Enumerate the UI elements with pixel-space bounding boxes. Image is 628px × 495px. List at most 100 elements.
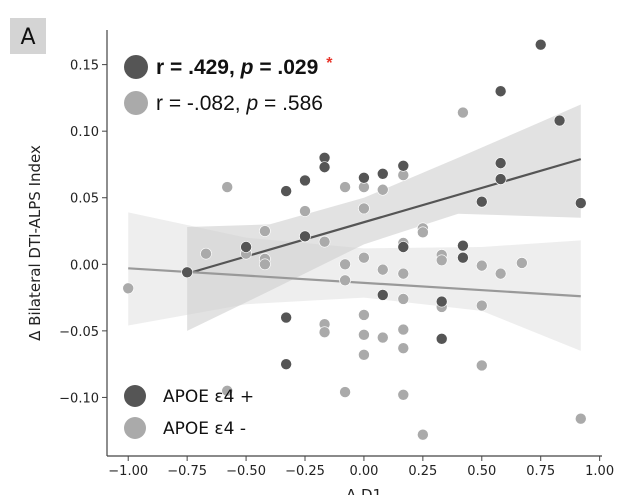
- data-point-apoe-pos: [494, 157, 507, 169]
- x-tick-label: −0.75: [167, 464, 207, 479]
- y-tick-label: 0.10: [70, 125, 99, 140]
- data-point-apoe-neg: [221, 181, 234, 193]
- data-point-apoe-pos: [240, 241, 252, 253]
- x-tick-label: 0.25: [408, 464, 437, 479]
- data-point-apoe-neg: [397, 388, 410, 401]
- data-point-apoe-neg: [376, 263, 389, 276]
- data-point-apoe-neg: [494, 267, 507, 280]
- data-point-apoe-pos: [534, 38, 547, 51]
- legend-label-apoe-pos: APOE ε4 +: [163, 387, 254, 407]
- stat-text-apoe-neg: r = -.082, p = .586: [156, 92, 323, 115]
- data-point-apoe-neg: [397, 267, 410, 280]
- data-point-apoe-neg: [339, 258, 351, 271]
- axes: −1.00 −0.75 −0.50 −0.25 0.00 0.25 0.50 0.75 1.00…: [59, 30, 614, 479]
- data-point-apoe-pos: [280, 185, 292, 197]
- stat-p-text: = .029: [253, 56, 318, 79]
- data-point-apoe-neg: [259, 258, 271, 271]
- data-point-apoe-neg: [339, 274, 351, 287]
- x-axis-label: Δ D1: [346, 486, 382, 495]
- data-point-apoe-pos: [280, 358, 292, 370]
- x-tick-label: 0.50: [467, 464, 496, 479]
- confidence-bands: [128, 104, 581, 351]
- data-point-apoe-neg: [417, 428, 429, 441]
- x-tick-label: −0.25: [285, 464, 325, 479]
- stat-p-label: p: [245, 92, 258, 115]
- regression-line-apoe-pos: [186, 158, 582, 275]
- data-point-apoe-pos: [181, 266, 193, 279]
- stat-text-apoe-pos: r = .429, p = .029 *: [156, 55, 333, 79]
- x-tick-label: −1.00: [108, 464, 148, 479]
- legend-marker-apoe-neg: [124, 417, 146, 439]
- data-point-apoe-neg: [358, 329, 370, 341]
- y-tick-label: 0.15: [70, 59, 99, 74]
- data-point-apoe-neg: [397, 342, 410, 354]
- data-point-apoe-pos: [475, 195, 488, 208]
- data-point-apoe-neg: [339, 386, 351, 398]
- data-point-apoe-neg: [221, 384, 234, 397]
- stat-marker-apoe-neg: [124, 91, 148, 115]
- data-point-apoe-neg: [516, 257, 528, 269]
- x-tick-label: 1.00: [585, 464, 614, 479]
- data-point-apoe-pos: [435, 333, 448, 345]
- regression-line-apoe-neg: [128, 267, 581, 298]
- data-point-apoe-neg: [200, 247, 212, 260]
- x-tick-label: 0.00: [349, 464, 378, 479]
- data-point-apoe-pos: [280, 311, 292, 324]
- data-points: [122, 38, 587, 441]
- data-point-apoe-pos: [553, 114, 566, 127]
- data-point-apoe-pos: [318, 161, 331, 173]
- data-point-apoe-pos: [574, 197, 587, 209]
- data-point-apoe-neg: [574, 412, 587, 425]
- data-point-apoe-neg: [318, 235, 331, 248]
- data-point-apoe-neg: [475, 259, 488, 272]
- panel-label: A: [20, 25, 35, 50]
- stat-r-text: r = .429,: [156, 56, 241, 79]
- y-tick-label: −0.10: [59, 391, 99, 406]
- data-point-apoe-pos: [494, 85, 507, 98]
- data-point-apoe-neg: [475, 299, 488, 312]
- data-point-apoe-neg: [122, 282, 135, 295]
- x-tick-label: 0.75: [526, 464, 555, 479]
- y-tick-label: 0.05: [70, 192, 99, 207]
- data-point-apoe-pos: [299, 174, 311, 187]
- regression-lines: [128, 158, 582, 298]
- data-point-apoe-pos: [494, 173, 507, 185]
- data-point-apoe-pos: [358, 171, 370, 184]
- data-point-apoe-neg: [259, 225, 271, 237]
- data-point-apoe-neg: [358, 202, 370, 215]
- panel-label-box: [10, 18, 46, 54]
- data-point-apoe-pos: [457, 251, 469, 264]
- data-point-apoe-neg: [339, 181, 351, 193]
- data-point-apoe-neg: [417, 226, 429, 239]
- data-point-apoe-pos: [299, 230, 311, 243]
- data-point-apoe-neg: [376, 183, 389, 196]
- data-point-apoe-neg: [358, 309, 370, 321]
- data-point-apoe-neg: [376, 331, 389, 344]
- y-tick-label: −0.05: [59, 325, 99, 340]
- data-point-apoe-neg: [299, 205, 311, 217]
- legend-label-apoe-neg: APOE ε4 -: [163, 419, 246, 439]
- data-point-apoe-neg: [457, 106, 469, 119]
- stat-p-text: = .586: [258, 92, 323, 115]
- data-point-apoe-neg: [397, 323, 410, 336]
- y-axis-label: Δ Bilateral DTI-ALPS Index: [26, 145, 44, 341]
- data-point-apoe-neg: [358, 349, 370, 361]
- stat-marker-apoe-pos: [124, 55, 148, 79]
- data-point-apoe-pos: [376, 289, 389, 301]
- stats-annotation: r = .429, p = .029 * r = -.082, p = .586: [124, 55, 333, 115]
- data-point-apoe-pos: [376, 167, 389, 180]
- data-point-apoe-neg: [318, 326, 331, 338]
- legend-marker-apoe-pos: [124, 385, 146, 407]
- confidence-band-apoe-pos: [187, 104, 581, 331]
- data-point-apoe-neg: [358, 251, 370, 264]
- stat-p-label: p: [240, 56, 254, 79]
- data-point-apoe-pos: [397, 159, 410, 172]
- data-point-apoe-pos: [457, 239, 469, 252]
- y-tick-label: 0.00: [70, 258, 99, 273]
- data-point-apoe-neg: [397, 293, 410, 305]
- stat-r-text: r = -.082,: [156, 92, 246, 115]
- data-point-apoe-neg: [475, 359, 488, 372]
- legend: APOE ε4 + APOE ε4 -: [124, 385, 254, 439]
- data-point-apoe-pos: [435, 295, 448, 308]
